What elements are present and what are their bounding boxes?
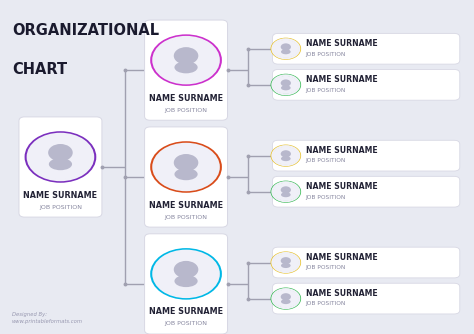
FancyBboxPatch shape <box>273 283 460 314</box>
Ellipse shape <box>174 275 198 287</box>
Circle shape <box>152 143 220 191</box>
Circle shape <box>281 293 291 300</box>
Circle shape <box>174 261 198 278</box>
Circle shape <box>272 289 300 309</box>
FancyBboxPatch shape <box>273 69 460 100</box>
FancyBboxPatch shape <box>273 247 460 278</box>
Text: JOB POSITION: JOB POSITION <box>306 88 346 93</box>
FancyBboxPatch shape <box>273 176 460 207</box>
Text: NAME SURNAME: NAME SURNAME <box>306 182 377 191</box>
Circle shape <box>281 79 291 87</box>
Ellipse shape <box>281 49 291 54</box>
Circle shape <box>272 146 300 166</box>
Circle shape <box>174 154 198 171</box>
Text: JOB POSITION: JOB POSITION <box>306 159 346 163</box>
Circle shape <box>272 182 300 202</box>
FancyBboxPatch shape <box>273 33 460 64</box>
Circle shape <box>281 186 291 193</box>
Circle shape <box>281 43 291 50</box>
FancyBboxPatch shape <box>145 20 228 120</box>
Text: JOB POSITION: JOB POSITION <box>39 205 82 209</box>
Circle shape <box>152 36 220 84</box>
Text: JOB POSITION: JOB POSITION <box>306 302 346 306</box>
Text: NAME SURNAME: NAME SURNAME <box>306 289 377 298</box>
Text: NAME SURNAME: NAME SURNAME <box>306 146 377 155</box>
Ellipse shape <box>281 299 291 304</box>
Text: JOB POSITION: JOB POSITION <box>306 52 346 56</box>
Circle shape <box>272 253 300 273</box>
Text: JOB POSITION: JOB POSITION <box>164 215 208 219</box>
Ellipse shape <box>49 158 72 170</box>
Text: NAME SURNAME: NAME SURNAME <box>149 94 223 103</box>
Ellipse shape <box>281 192 291 197</box>
Text: NAME SURNAME: NAME SURNAME <box>306 39 377 48</box>
FancyBboxPatch shape <box>145 234 228 334</box>
FancyBboxPatch shape <box>19 117 102 217</box>
Text: NAME SURNAME: NAME SURNAME <box>23 191 98 199</box>
Ellipse shape <box>281 263 291 268</box>
Circle shape <box>281 257 291 264</box>
FancyBboxPatch shape <box>145 127 228 227</box>
Circle shape <box>272 75 300 95</box>
Circle shape <box>281 150 291 157</box>
Text: NAME SURNAME: NAME SURNAME <box>149 308 223 316</box>
Text: NAME SURNAME: NAME SURNAME <box>306 75 377 84</box>
Ellipse shape <box>174 168 198 180</box>
Circle shape <box>272 39 300 59</box>
Text: NAME SURNAME: NAME SURNAME <box>149 201 223 209</box>
Text: JOB POSITION: JOB POSITION <box>164 108 208 113</box>
Circle shape <box>27 133 94 181</box>
Ellipse shape <box>281 156 291 161</box>
Ellipse shape <box>174 61 198 73</box>
Text: NAME SURNAME: NAME SURNAME <box>306 253 377 262</box>
FancyBboxPatch shape <box>273 140 460 171</box>
Text: ORGANIZATIONAL: ORGANIZATIONAL <box>12 23 159 38</box>
Circle shape <box>48 144 73 161</box>
Text: Designed By:
www.printableformats.com: Designed By: www.printableformats.com <box>12 312 83 324</box>
Text: JOB POSITION: JOB POSITION <box>306 266 346 270</box>
Circle shape <box>174 47 198 64</box>
Text: CHART: CHART <box>12 62 67 77</box>
Circle shape <box>152 250 220 298</box>
Text: JOB POSITION: JOB POSITION <box>164 322 208 326</box>
Text: JOB POSITION: JOB POSITION <box>306 195 346 199</box>
Ellipse shape <box>281 86 291 90</box>
